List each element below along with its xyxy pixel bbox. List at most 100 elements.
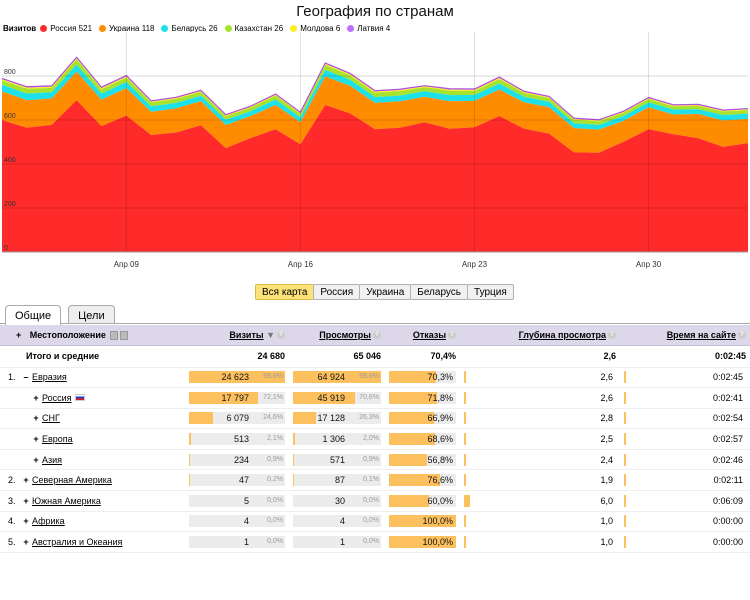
help-icon[interactable]: ?: [738, 331, 746, 340]
depth-value: 2,6: [600, 372, 613, 383]
location-link[interactable]: Азия: [42, 454, 63, 465]
expand-icon[interactable]: +: [23, 516, 29, 527]
views-bar: 1 306 2,0%: [293, 433, 381, 446]
region-tab[interactable]: Россия: [313, 284, 361, 300]
depth-fill: [464, 433, 466, 446]
expand-icon[interactable]: +: [23, 495, 29, 506]
legend-item[interactable]: Казахстан 26: [224, 24, 283, 33]
y-tick-label: 0: [4, 245, 8, 252]
visits-header[interactable]: Визиты: [229, 329, 264, 340]
views-percent: 70,6%: [359, 393, 379, 401]
expand-icon[interactable]: +: [33, 454, 39, 465]
legend-item[interactable]: Украина 118: [99, 24, 154, 33]
expand-icon[interactable]: +: [33, 392, 39, 403]
collapse-icon[interactable]: –: [23, 372, 29, 383]
time-value: 0:00:00: [712, 537, 743, 548]
settings-square-icon[interactable]: [120, 330, 129, 340]
views-header[interactable]: Просмотры: [319, 329, 371, 340]
visits-value: 24 623: [221, 372, 249, 383]
russia-flag-icon: [74, 394, 85, 402]
legend-item[interactable]: Молдова 6: [290, 24, 340, 33]
view-tab[interactable]: Общие: [5, 305, 62, 325]
legend-item[interactable]: Россия 521: [40, 24, 92, 33]
views-bar: 4 0,0%: [293, 515, 381, 528]
views-percent: 0,1%: [363, 476, 379, 484]
location-cell: 2. + Северная Америка: [4, 475, 112, 485]
views-bar: 45 919 70,6%: [293, 391, 381, 404]
legend-swatch: [40, 25, 48, 32]
legend-item[interactable]: Латвия 4: [347, 24, 390, 33]
views-percent: 26,3%: [359, 414, 379, 422]
time-bar: 0:00:00: [624, 536, 746, 549]
series-line: [1, 56, 749, 121]
legend-label: Латвия 4: [357, 24, 391, 33]
expand-icon[interactable]: +: [33, 413, 39, 424]
series-area: [2, 71, 748, 153]
location-link[interactable]: Австралия и Океания: [32, 537, 123, 548]
bounces-bar: 66,9%: [389, 412, 456, 425]
help-icon[interactable]: ?: [373, 331, 381, 340]
region-tab[interactable]: Турция: [467, 284, 514, 300]
x-tick-label: Апр 09: [114, 260, 140, 269]
time-fill: [624, 433, 626, 446]
region-tab[interactable]: Украина: [359, 284, 412, 300]
views-fill: [293, 433, 295, 446]
settings-square-icon[interactable]: [110, 330, 119, 340]
help-icon[interactable]: ?: [608, 331, 616, 340]
expand-icon[interactable]: +: [33, 434, 39, 445]
time-fill: [624, 371, 626, 384]
location-link[interactable]: Россия: [42, 392, 72, 403]
views-percent: 99,8%: [359, 373, 379, 381]
views-bar: 64 924 99,8%: [293, 371, 381, 384]
total-label: Итого и средние: [26, 351, 100, 361]
views-value: 4: [339, 516, 345, 527]
location-link[interactable]: Северная Америка: [32, 475, 112, 486]
table-row: 5. + Австралия и Океания 1 0,0% 1 0,0% 100,0% 1,…: [0, 531, 750, 553]
sort-desc-icon[interactable]: ▼: [266, 329, 275, 340]
row-index: 3.: [8, 495, 16, 506]
tab-divider: [0, 323, 750, 324]
location-link[interactable]: Африка: [32, 516, 65, 527]
total-views: 65 046: [353, 351, 381, 361]
location-cell: 3. + Южная Америка: [4, 496, 101, 506]
legend-item[interactable]: Беларусь 26: [161, 24, 218, 33]
bounces-fill: [389, 371, 437, 384]
depth-header[interactable]: Глубина просмотра: [518, 329, 606, 340]
time-value: 0:02:41: [712, 392, 743, 403]
depth-fill: [464, 515, 466, 528]
location-header: Местоположение: [29, 329, 106, 340]
help-icon[interactable]: ?: [277, 331, 285, 340]
expand-icon[interactable]: +: [23, 537, 29, 548]
bounces-header[interactable]: Отказы: [412, 329, 446, 340]
help-icon[interactable]: ?: [448, 331, 456, 340]
visits-value: 4: [243, 516, 249, 527]
row-index: 4.: [8, 516, 16, 527]
region-tab[interactable]: Беларусь: [410, 284, 469, 300]
region-tab[interactable]: Вся карта: [255, 284, 315, 300]
chart-legend: Визитов Россия 521 Украина 118 Беларусь 26…: [3, 24, 397, 33]
location-link[interactable]: СНГ: [42, 413, 60, 424]
y-tick-label: 600: [4, 113, 16, 120]
visits-value: 6 079: [226, 413, 249, 424]
visits-fill: [189, 391, 259, 404]
series-area: [2, 100, 748, 252]
expand-all-icon[interactable]: +: [16, 329, 22, 340]
location-cell: + Россия: [4, 393, 85, 403]
series-area: [2, 64, 748, 130]
time-value: 0:02:54: [712, 413, 743, 424]
depth-bar: 6,0: [464, 494, 616, 507]
time-fill: [624, 515, 626, 528]
row-index: 1.: [8, 372, 16, 383]
expand-icon[interactable]: +: [23, 475, 29, 486]
time-header[interactable]: Время на сайте: [666, 329, 736, 340]
location-link[interactable]: Евразия: [32, 372, 67, 383]
bounces-bar: 56,8%: [389, 453, 456, 466]
visits-percent: 99,8%: [263, 373, 283, 381]
bounces-bar: 71,8%: [389, 391, 456, 404]
location-link[interactable]: Европа: [42, 434, 73, 445]
location-link[interactable]: Южная Америка: [32, 495, 101, 506]
total-bounces: 70,4%: [430, 351, 456, 361]
view-tab[interactable]: Цели: [68, 305, 115, 324]
location-cell: 4. + Африка: [4, 516, 65, 526]
time-bar: 0:02:54: [624, 412, 746, 425]
